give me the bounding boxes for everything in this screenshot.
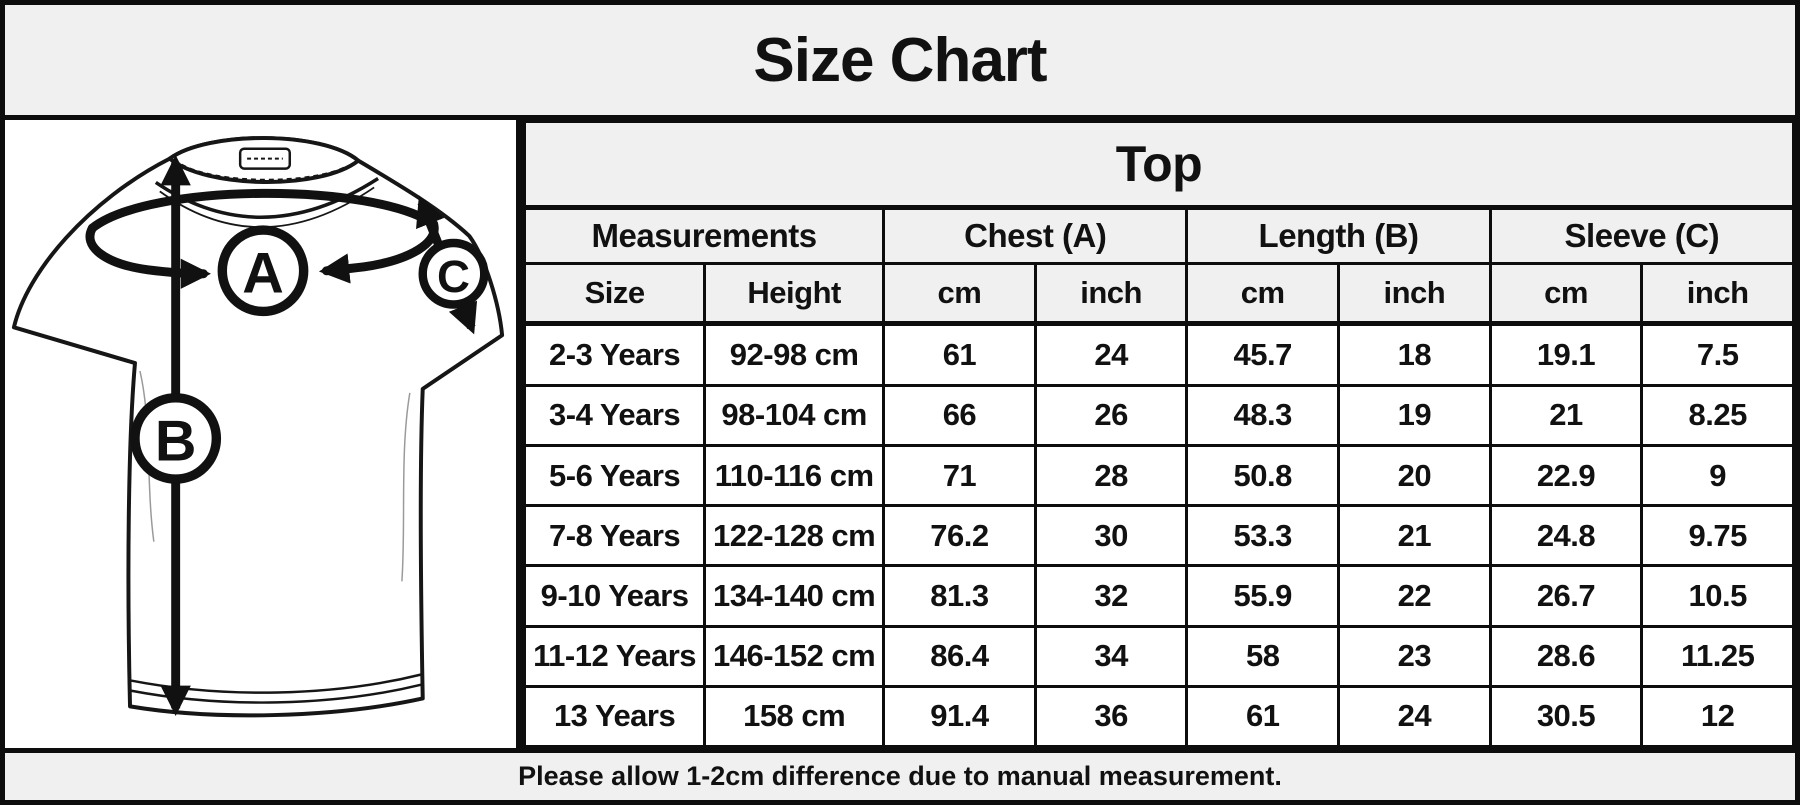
value-cell: 26 (1033, 383, 1189, 447)
collar-stitch (181, 163, 347, 181)
value-cell: 22.9 (1488, 443, 1644, 508)
chest-arrow-arc-top (87, 188, 439, 233)
value-cell: 146-152 cm (703, 624, 886, 688)
value-cell: 24 (1337, 684, 1492, 749)
size-cell: 3-4 Years (522, 383, 707, 447)
value-cell: 71 (882, 443, 1037, 508)
value-cell: 61 (882, 322, 1037, 387)
size-cell: 2-3 Years (522, 322, 707, 387)
table-section-row: Top (523, 120, 1795, 210)
value-cell: 134-140 cm (703, 564, 886, 628)
value-cell: 110-116 cm (703, 443, 886, 508)
marker-b-label: B (155, 409, 197, 473)
value-cell: 7.5 (1640, 322, 1795, 387)
value-cell: 66 (882, 383, 1037, 447)
tshirt-outline (11, 136, 505, 718)
value-cell: 86.4 (882, 624, 1037, 688)
table-row: 9-10 Years 134-140 cm 81.3 32 55.9 22 26.7 10.5 (522, 564, 1795, 628)
body-wrinkle (401, 392, 411, 582)
value-cell: 50.8 (1185, 443, 1341, 508)
subheader-chest-cm: cm (882, 262, 1037, 326)
tshirt-measurement-diagram: A B C (11, 136, 505, 718)
value-cell: 23 (1337, 624, 1492, 688)
subheader-chest-inch: inch (1033, 262, 1189, 326)
value-cell: 19.1 (1488, 322, 1644, 387)
value-cell: 21 (1337, 504, 1492, 568)
group-header-measurements: Measurements (522, 206, 886, 265)
value-cell: 26.7 (1488, 564, 1644, 628)
table-row: 3-4 Years 98-104 cm 66 26 48.3 19 21 8.25 (522, 383, 1795, 447)
size-table-panel: Top Measurements Chest (A) Length (B) Sl… (522, 120, 1795, 749)
size-table: Top Measurements Chest (A) Length (B) Sl… (522, 120, 1795, 749)
main-content: A B C Top M (5, 120, 1795, 749)
value-cell: 30.5 (1488, 684, 1644, 749)
marker-c-label: C (437, 251, 470, 302)
value-cell: 12 (1640, 684, 1795, 749)
size-cell: 9-10 Years (522, 564, 707, 628)
value-cell: 76.2 (882, 504, 1037, 568)
subheader-sleeve-cm: cm (1488, 262, 1644, 326)
size-cell: 7-8 Years (522, 504, 707, 568)
value-cell: 98-104 cm (703, 383, 886, 447)
marker-a-label: A (242, 242, 284, 306)
value-cell: 45.7 (1185, 322, 1341, 387)
marker-a-circle (217, 225, 309, 317)
value-cell: 91.4 (882, 684, 1037, 749)
value-cell: 53.3 (1185, 504, 1341, 568)
value-cell: 34 (1033, 624, 1189, 688)
value-cell: 30 (1033, 504, 1189, 568)
table-row: 13 Years 158 cm 91.4 36 61 24 30.5 12 (522, 684, 1795, 749)
value-cell: 122-128 cm (703, 504, 886, 568)
measurement-note: Please allow 1-2cm difference due to man… (5, 748, 1795, 800)
value-cell: 22 (1337, 564, 1492, 628)
table-row: 5-6 Years 110-116 cm 71 28 50.8 20 22.9 9 (522, 443, 1795, 508)
table-row: 11-12 Years 146-152 cm 86.4 34 58 23 28.6 11.25 (522, 624, 1795, 688)
size-cell: 5-6 Years (522, 443, 707, 508)
value-cell: 32 (1033, 564, 1189, 628)
value-cell: 10.5 (1640, 564, 1795, 628)
size-table-body: 2-3 Years 92-98 cm 61 24 45.7 18 19.1 7.5 3-4 Ye… (522, 322, 1795, 749)
value-cell: 48.3 (1185, 383, 1341, 447)
value-cell: 92-98 cm (703, 322, 886, 387)
table-row: 2-3 Years 92-98 cm 61 24 45.7 18 19.1 7.5 (522, 322, 1795, 387)
value-cell: 20 (1337, 443, 1492, 508)
size-cell: 13 Years (522, 684, 707, 749)
size-cell: 11-12 Years (522, 624, 707, 688)
subheader-sleeve-inch: inch (1640, 262, 1795, 326)
table-row: 7-8 Years 122-128 cm 76.2 30 53.3 21 24.8 9.75 (522, 504, 1795, 568)
subheader-height: Height (703, 262, 886, 326)
subheader-length-inch: inch (1337, 262, 1492, 326)
table-subheader-row: Size Height cm inch cm inch cm inch (522, 262, 1795, 326)
value-cell: 158 cm (703, 684, 886, 749)
value-cell: 18 (1337, 322, 1492, 387)
group-header-chest: Chest (A) (882, 206, 1189, 265)
value-cell: 9.75 (1640, 504, 1795, 568)
value-cell: 58 (1185, 624, 1341, 688)
marker-c-circle (418, 238, 489, 309)
subheader-size: Size (522, 262, 707, 326)
value-cell: 19 (1337, 383, 1492, 447)
marker-b-circle (130, 393, 222, 484)
group-header-length: Length (B) (1185, 206, 1492, 265)
value-cell: 8.25 (1640, 383, 1795, 447)
value-cell: 28.6 (1488, 624, 1644, 688)
page-title: Size Chart (5, 5, 1795, 120)
value-cell: 81.3 (882, 564, 1037, 628)
tshirt-diagram-panel: A B C (5, 120, 523, 748)
value-cell: 24.8 (1488, 504, 1644, 568)
value-cell: 61 (1185, 684, 1341, 749)
value-cell: 24 (1033, 322, 1189, 387)
subheader-length-cm: cm (1185, 262, 1341, 326)
value-cell: 28 (1033, 443, 1189, 508)
value-cell: 55.9 (1185, 564, 1341, 628)
table-group-header-row: Measurements Chest (A) Length (B) Sleeve… (522, 206, 1795, 265)
value-cell: 36 (1033, 684, 1189, 749)
group-header-sleeve: Sleeve (C) (1488, 206, 1795, 265)
value-cell: 11.25 (1640, 624, 1795, 688)
table-section-title: Top (523, 120, 1795, 210)
value-cell: 9 (1640, 443, 1795, 508)
value-cell: 21 (1488, 383, 1644, 447)
